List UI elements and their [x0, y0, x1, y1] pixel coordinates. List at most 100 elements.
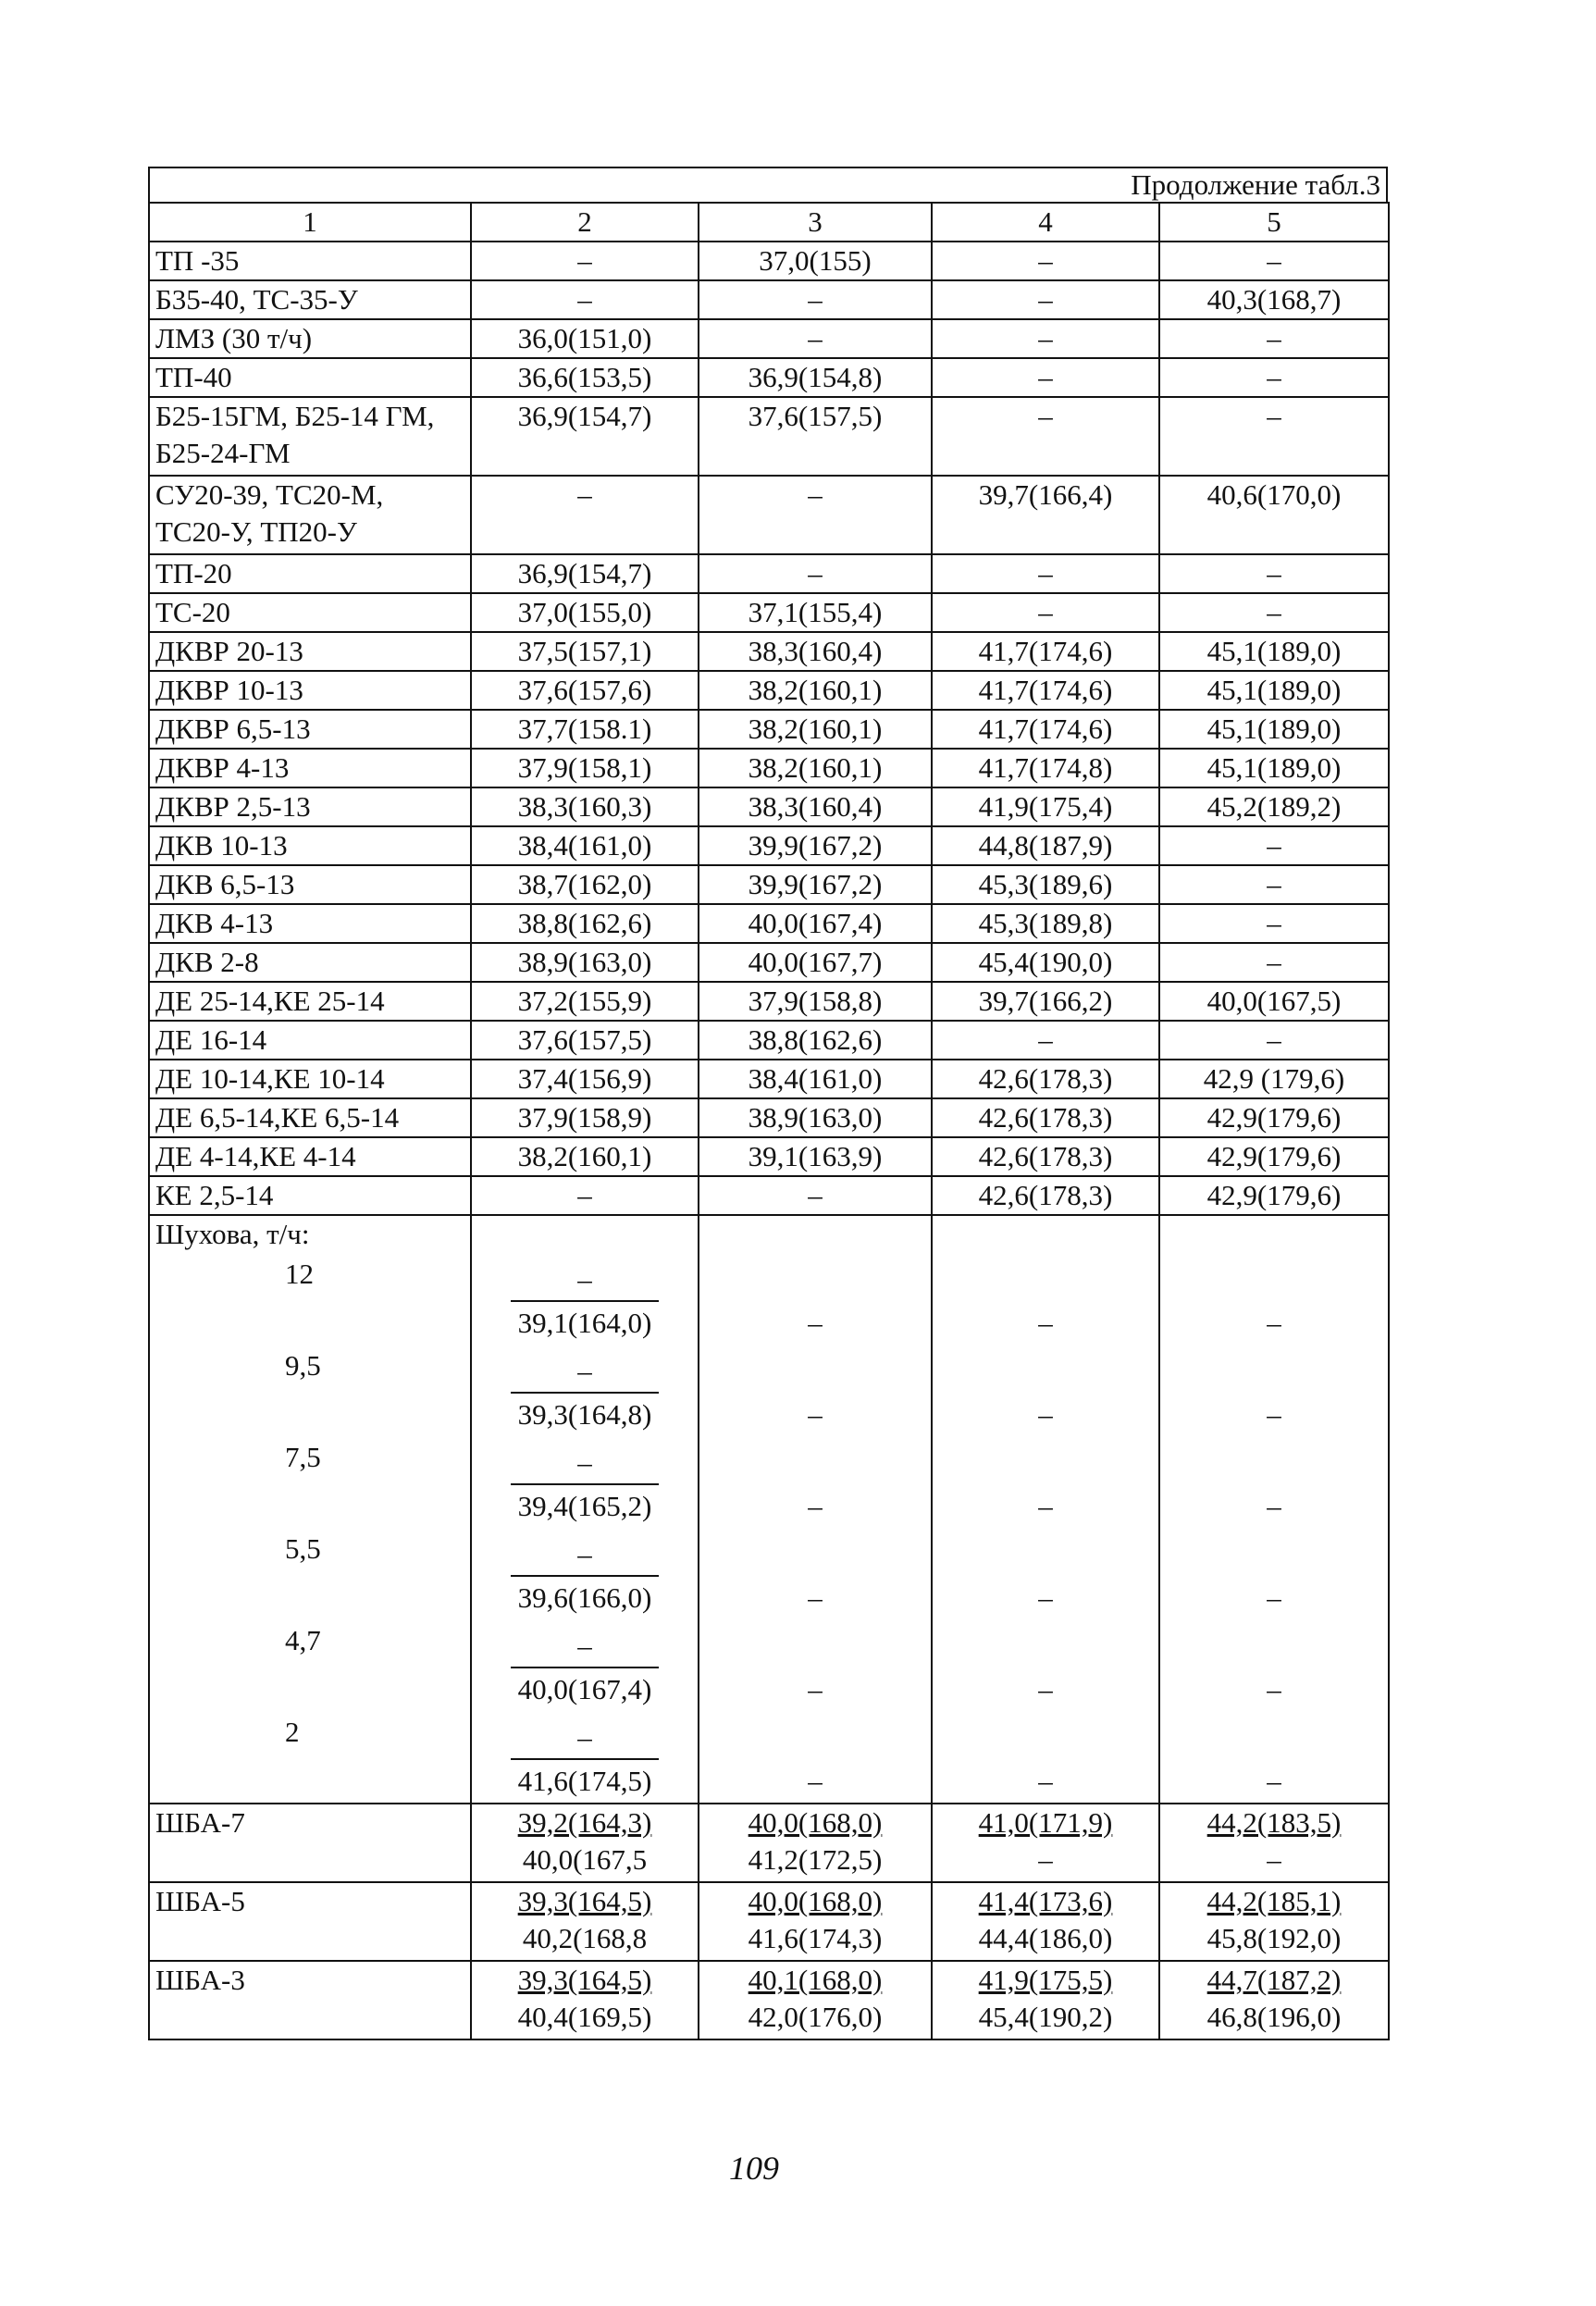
fraction-numerator: –	[511, 1717, 659, 1760]
fraction-denominator: 40,0(167,4)	[517, 1673, 652, 1705]
value-cell: 45,3(189,6)	[931, 864, 1160, 905]
dash-value: –	[1038, 1673, 1053, 1705]
value-cell: 42,9(179,6)	[1158, 1175, 1390, 1216]
value-cell: 37,9(158,1)	[470, 748, 699, 788]
value-cell: –	[931, 592, 1160, 633]
table-container: Продолжение табл.3 1 2 3 4 5 ТП -35–37,0…	[148, 167, 1390, 2040]
fraction: – 40,0(167,4)	[477, 1619, 692, 1711]
value-cell: 39,9(167,2)	[698, 825, 933, 866]
value-cell: 37,6(157,5)	[698, 396, 933, 477]
value-cell: 39,3(164,5) 40,4(169,5)	[470, 1960, 699, 2040]
row-label: ЛМЗ (30 т/ч)	[148, 318, 472, 359]
value-cell: 40,0(168,0) 41,2(172,5)	[698, 1803, 933, 1883]
fraction-denominator: 41,6(174,5)	[517, 1765, 652, 1797]
value-cell: 40,1(168,0) 42,0(176,0)	[698, 1960, 933, 2040]
value-cell: –	[1158, 357, 1390, 398]
value-cell: 38,9(163,0)	[470, 942, 699, 983]
row-label: ДКВР 10-13	[148, 670, 472, 711]
dash-value: –	[1038, 1765, 1053, 1797]
shukhov-col4: – – – – – –	[931, 1214, 1160, 1804]
table-row: ДЕ 25-14,КЕ 25-14 37,2(155,9) 37,9(158,8) 3…	[148, 981, 1390, 1022]
fraction-denominator: 39,3(164,8)	[517, 1398, 652, 1431]
value-cell: 41,4(173,6) 44,4(186,0)	[931, 1881, 1160, 1962]
value-cell: 40,3(168,7)	[1158, 279, 1390, 320]
dash-value: –	[808, 1765, 823, 1797]
value-cell: 41,7(174,6)	[931, 670, 1160, 711]
dash-value: –	[808, 1581, 823, 1614]
row-label: ДКВ 6,5-13	[148, 864, 472, 905]
value-cell: 40,0(168,0) 41,6(174,3)	[698, 1881, 933, 1962]
value-cell: –	[1158, 318, 1390, 359]
value-cell: 37,9(158,9)	[470, 1097, 699, 1138]
value-top: 40,0(168,0)	[748, 1806, 883, 1839]
value-cell: 42,9(179,6)	[1158, 1097, 1390, 1138]
row-label: ДЕ 6,5-14,КЕ 6,5-14	[148, 1097, 472, 1138]
value-cell: –	[931, 318, 1160, 359]
value-cell: 41,7(174,8)	[931, 748, 1160, 788]
table-row: ТС-20 37,0(155,0) 37,1(155,4) – –	[148, 592, 1390, 633]
table-row: ДКВ 4-13 38,8(162,6) 40,0(167,4) 45,3(189,8…	[148, 903, 1390, 944]
header-cell: 5	[1158, 202, 1390, 242]
row-label: СУ20-39, ТС20-М, ТС20-У, ТП20-У	[148, 475, 472, 555]
header-cell: 3	[698, 202, 933, 242]
value-cell: 38,2(160,1)	[698, 748, 933, 788]
value-cell: 38,4(161,0)	[698, 1059, 933, 1099]
shukhov-row: Шухова, т/ч: 12 9,5 7,5 5,5 4,7 2–39,1(164,0) –…	[148, 1214, 1390, 1804]
value-cell: 41,7(174,6)	[931, 709, 1160, 750]
value-top: 44,2(183,5)	[1206, 1806, 1342, 1839]
fraction: – 39,1(164,0)	[477, 1253, 692, 1345]
dash-value: –	[1267, 1673, 1281, 1705]
value-bottom: 41,6(174,3)	[748, 1922, 883, 1954]
value-cell: 38,3(160,4)	[698, 787, 933, 827]
value-cell: 38,4(161,0)	[470, 825, 699, 866]
header-row: 1 2 3 4 5	[148, 202, 1390, 242]
value-cell: 44,2(185,1) 45,8(192,0)	[1158, 1881, 1390, 1962]
value-cell: –	[1158, 553, 1390, 594]
row-label: ДЕ 16-14	[148, 1020, 472, 1060]
value-bottom: –	[1038, 1843, 1053, 1876]
value-cell: 37,4(156,9)	[470, 1059, 699, 1099]
row-label: ШБА-3	[148, 1960, 472, 2040]
value-cell: –	[470, 279, 699, 320]
value-cell: 38,3(160,4)	[698, 631, 933, 672]
value-cell: –	[470, 1175, 699, 1216]
page-number: 109	[729, 2150, 779, 2187]
value-cell: –	[470, 475, 699, 555]
fraction-denominator: 39,1(164,0)	[517, 1307, 652, 1339]
value-cell: 41,0(171,9) –	[931, 1803, 1160, 1883]
value-cell: 42,6(178,3)	[931, 1136, 1160, 1177]
shukhov-capacity: 4,7	[285, 1624, 321, 1656]
table-row: ДЕ 10-14,КЕ 10-14 37,4(156,9) 38,4(161,0) 4…	[148, 1059, 1390, 1099]
value-top: 44,7(187,2)	[1206, 1964, 1342, 1996]
value-bottom: 44,4(186,0)	[978, 1922, 1113, 1954]
fraction-numerator: –	[511, 1351, 659, 1394]
header-cell: 2	[470, 202, 699, 242]
fraction: – 39,3(164,8)	[477, 1345, 692, 1436]
dash-value: –	[808, 1398, 823, 1431]
table-caption: Продолжение табл.3	[148, 167, 1388, 202]
value-cell: 38,2(160,1)	[470, 1136, 699, 1177]
dash-value: –	[1267, 1307, 1281, 1339]
shba-row: ШБА-7 39,2(164,3) 40,0(167,5 40,0(168,0) 41,…	[148, 1803, 1390, 1883]
value-cell: –	[931, 396, 1160, 477]
value-cell: 42,6(178,3)	[931, 1059, 1160, 1099]
value-cell: 39,3(164,5) 40,2(168,8	[470, 1881, 699, 1962]
fraction-numerator: –	[511, 1443, 659, 1485]
value-cell: 44,2(183,5) –	[1158, 1803, 1390, 1883]
value-bottom: 41,2(172,5)	[748, 1843, 883, 1876]
value-cell: 40,0(167,4)	[698, 903, 933, 944]
value-cell: 36,6(153,5)	[470, 357, 699, 398]
value-cell: 39,2(164,3) 40,0(167,5	[470, 1803, 699, 1883]
value-cell: 45,2(189,2)	[1158, 787, 1390, 827]
value-cell: 37,1(155,4)	[698, 592, 933, 633]
table-row: ДКВР 10-13 37,6(157,6) 38,2(160,1) 41,7(174…	[148, 670, 1390, 711]
value-top: 44,2(185,1)	[1206, 1885, 1342, 1917]
value-cell: 39,9(167,2)	[698, 864, 933, 905]
shba-row: ШБА-5 39,3(164,5) 40,2(168,8 40,0(168,0) 41,…	[148, 1881, 1390, 1962]
value-cell: 36,9(154,7)	[470, 553, 699, 594]
value-cell: –	[1158, 903, 1390, 944]
row-label: ТП-20	[148, 553, 472, 594]
shukhov-capacity: 9,5	[285, 1349, 321, 1382]
table-row: Б25-15ГМ, Б25-14 ГМ, Б25-24-ГМ 36,9(154,7…	[148, 396, 1390, 477]
value-cell: –	[698, 318, 933, 359]
